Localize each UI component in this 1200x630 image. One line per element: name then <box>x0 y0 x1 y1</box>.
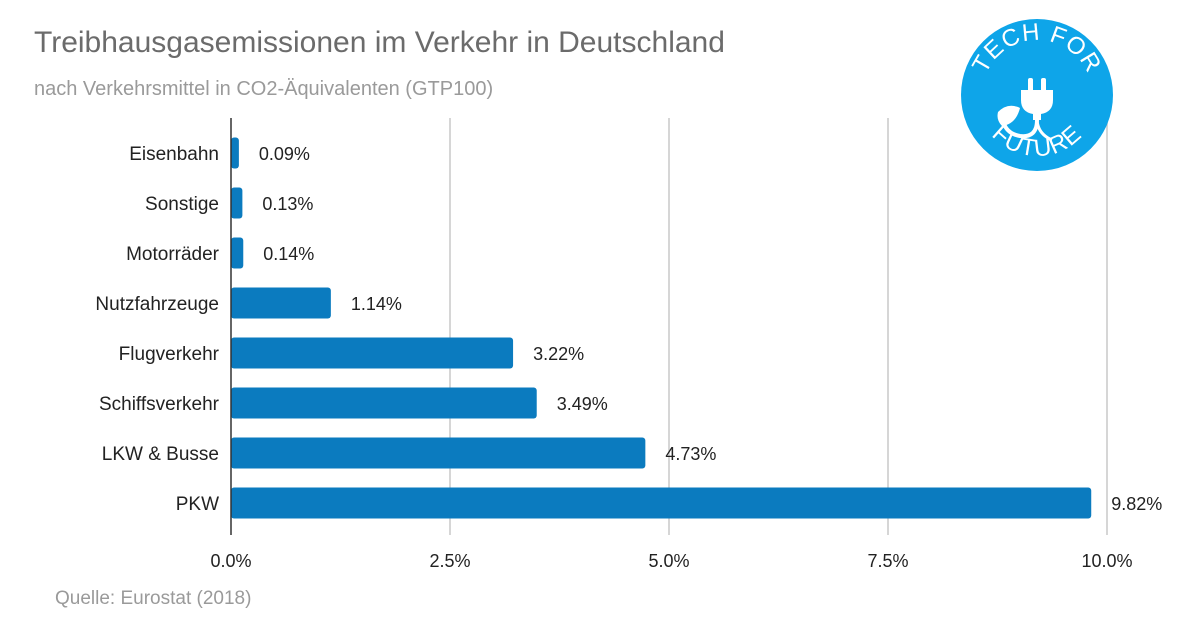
value-label: 0.14% <box>263 244 314 264</box>
category-label: Motorräder <box>126 244 220 265</box>
value-label: 1.14% <box>351 294 402 314</box>
x-tick-label: 10.0% <box>1081 551 1132 571</box>
category-label: Flugverkehr <box>119 344 220 365</box>
x-tick-label: 5.0% <box>648 551 689 571</box>
x-tick-label: 2.5% <box>429 551 470 571</box>
value-label: 9.82% <box>1111 494 1162 514</box>
category-label: Sonstige <box>145 194 219 215</box>
bar <box>231 437 646 469</box>
value-label: 0.13% <box>262 194 313 214</box>
bar <box>231 487 1092 519</box>
category-label: PKW <box>176 494 219 515</box>
bars <box>231 137 1092 519</box>
category-label: Schiffsverkehr <box>99 394 220 415</box>
source-note: Quelle: Eurostat (2018) <box>55 588 252 609</box>
value-label: 3.22% <box>533 344 584 364</box>
chart-title: Treibhausgasemissionen im Verkehr in Deu… <box>34 26 725 59</box>
bar <box>231 187 243 219</box>
x-tick-label: 7.5% <box>867 551 908 571</box>
bar <box>231 237 244 269</box>
category-label: LKW & Busse <box>102 444 219 465</box>
bar <box>231 287 331 319</box>
value-label: 4.73% <box>665 444 716 464</box>
grid-lines <box>449 118 1108 535</box>
labels: 0.0% 2.5% 5.0% 7.5% 10.0% Eisenbahn 0.09% Sonst… <box>95 144 1162 571</box>
bar <box>231 337 514 369</box>
bar <box>231 137 239 169</box>
value-label: 3.49% <box>557 394 608 414</box>
chart-subtitle: nach Verkehrsmittel in CO2-Äquivalenten … <box>34 78 494 100</box>
x-tick-label: 0.0% <box>210 551 251 571</box>
bar <box>231 387 537 419</box>
category-label: Eisenbahn <box>129 144 219 165</box>
category-label: Nutzfahrzeuge <box>95 294 219 315</box>
plug-leaf-icon <box>997 78 1053 142</box>
tech-for-future-logo: TECH FOR FUTURE <box>961 19 1113 171</box>
value-label: 0.09% <box>259 144 310 164</box>
